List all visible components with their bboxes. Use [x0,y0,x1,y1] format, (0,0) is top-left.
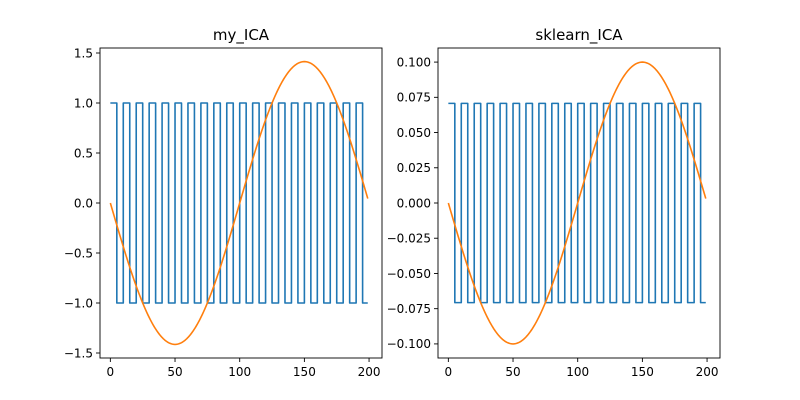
panel-sklearn-ica: sklearn_ICA 0 50 100 150 200 −0.100 −0.075 −0.05… [387,26,721,379]
y-tick-label-1p5: 1.5 [74,46,93,60]
y-tick-label-0p075: 0.075 [397,91,431,105]
chart-title-my-ica: my_ICA [213,26,270,45]
x-tick-label-0: 0 [107,365,115,379]
y-tick-label-minus-0p075: −0.075 [387,302,431,316]
y-tick-label-minus-1p5: −1.5 [64,346,93,360]
x-tick-label-200: 200 [696,365,719,379]
x-tick-label-150: 150 [631,365,654,379]
x-tick-label-100: 100 [566,365,589,379]
y-tick-label-1p0: 1.0 [74,96,93,110]
x-tick-label-200: 200 [358,365,381,379]
series-sine-line-sklearn-ica [447,61,707,345]
x-tick-label-150: 150 [293,365,316,379]
y-tick-label-0p100: 0.100 [397,55,431,69]
x-tick-label-100: 100 [228,365,251,379]
series-sine-line-my-ica [109,60,369,346]
x-tick-label-0: 0 [445,365,453,379]
y-tick-label-minus-0p100: −0.100 [387,337,431,351]
y-tick-label-0p050: 0.050 [397,126,431,140]
y-tick-label-minus-0p050: −0.050 [387,267,431,281]
y-tick-label-0p025: 0.025 [397,161,431,175]
panel-my-ica: my_ICA 0 50 100 150 200 −1.5 −1.0 −0.5 0.0 0.5 1.0 1… [64,26,383,379]
y-tick-label-minus-0p025: −0.025 [387,232,431,246]
y-tick-label-0p000: 0.000 [397,196,431,210]
y-tick-label-0p5: 0.5 [74,146,93,160]
x-tick-label-50: 50 [167,365,182,379]
y-tick-label-minus-1p0: −1.0 [64,296,93,310]
x-tick-label-50: 50 [505,365,520,379]
chart-title-sklearn-ica: sklearn_ICA [535,26,623,45]
y-tick-label-minus-0p5: −0.5 [64,246,93,260]
y-tick-label-0p0: 0.0 [74,196,93,210]
